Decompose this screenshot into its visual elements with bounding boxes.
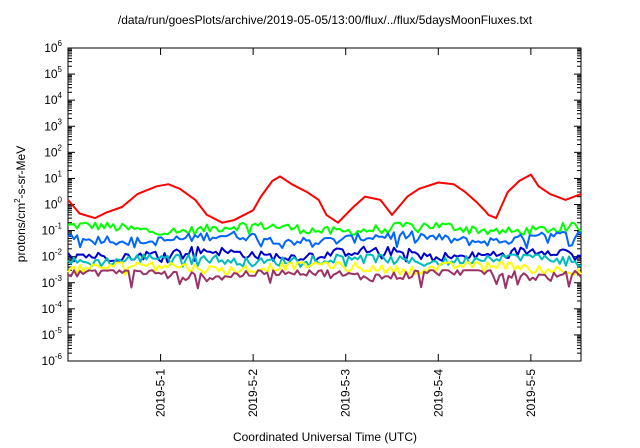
flux-series-line xyxy=(67,230,582,249)
chart-title: /data/run/goesPlots/archive/2019-05-05/1… xyxy=(118,13,533,27)
x-axis: 2019-5-1 2019-5-2 2019-5-3 2019-5-4 2019-5-5 xyxy=(154,48,538,417)
x-tick-label: 2019-5-4 xyxy=(431,369,445,417)
x-tick-label: 2019-5-1 xyxy=(154,369,168,417)
y-tick-label: 10-1 xyxy=(42,222,63,238)
plot-frame xyxy=(67,47,582,362)
y-tick-label: 10-6 xyxy=(42,352,63,368)
y-tick-label: 106 xyxy=(44,39,62,55)
y-tick-label: 10-2 xyxy=(42,248,63,264)
y-tick-label: 101 xyxy=(44,169,62,185)
flux-series-line xyxy=(67,173,582,224)
y-tick-label: 100 xyxy=(44,196,62,212)
flux-series-line xyxy=(67,269,582,290)
y-tick-label: 102 xyxy=(44,143,62,159)
flux-series-line xyxy=(67,253,582,268)
x-tick-label: 2019-5-5 xyxy=(524,369,538,417)
y-tick-label: 103 xyxy=(44,117,62,133)
x-tick-label: 2019-5-3 xyxy=(339,369,353,417)
flux-series-line xyxy=(68,221,582,236)
y-axis: 10-6 10-5 10-4 10-3 10-2 10-1 100 101 102 103 104 1… xyxy=(42,39,581,368)
x-tick-label: 2019-5-2 xyxy=(246,369,260,417)
y-tick-label: 104 xyxy=(44,91,62,107)
series-layer xyxy=(67,173,582,290)
x-axis-label: Coordinated Universal Time (UTC) xyxy=(233,430,417,444)
y-tick-label: 10-4 xyxy=(42,300,63,316)
y-axis-label: protons/cm2-s-sr-MeV xyxy=(13,146,28,262)
y-tick-label: 105 xyxy=(44,65,62,81)
flux-series-line xyxy=(67,245,582,264)
y-tick-label: 10-3 xyxy=(42,274,63,290)
flux-series-line xyxy=(67,261,582,276)
y-tick-label: 10-5 xyxy=(42,326,63,342)
